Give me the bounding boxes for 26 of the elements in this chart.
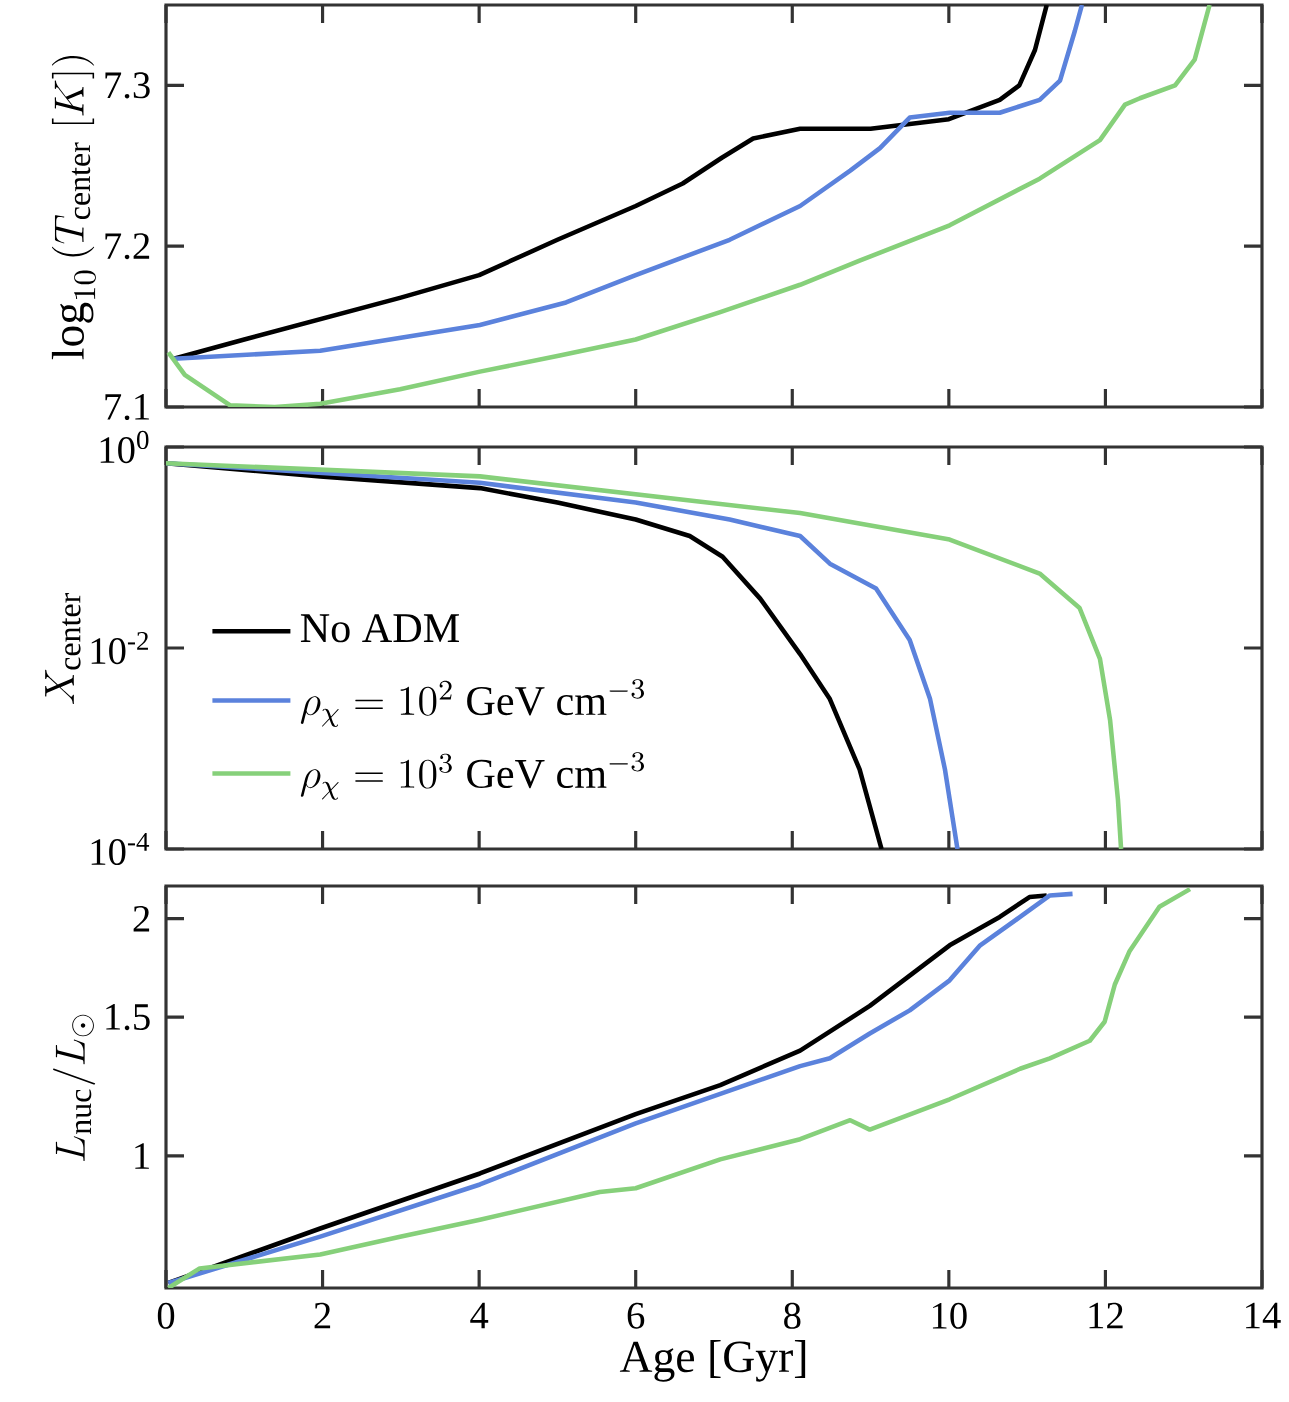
y-tick-label: 10$^{-2}$ <box>91 631 148 665</box>
y-tick-label: 10$^{-4}$ <box>91 832 150 866</box>
y-axis-title: $L_{\rm nuc}/L_{\odot}$ <box>53 1014 96 1161</box>
legend-label: $\rho_\chi = 10^2\ \mathrm{GeV\ cm}^{-3}$ <box>300 679 645 727</box>
x-axis-title: Age [Gyr] <box>619 1340 806 1382</box>
y-tick-label: 7.3 <box>105 72 150 99</box>
y-tick-label: 2 <box>133 905 150 932</box>
x-tick-label: 2 <box>314 1302 331 1329</box>
y-tick-label: 1.5 <box>106 1004 150 1031</box>
y-tick-label: 10$^{0}$ <box>100 430 149 464</box>
y-axis-title: $X_{\rm center}$ <box>45 592 81 705</box>
x-tick-label: 14 <box>1246 1302 1281 1329</box>
line-series <box>166 4 1212 407</box>
x-tick-label: 6 <box>627 1302 645 1329</box>
y-tick-label: 7.2 <box>105 233 150 260</box>
legend-label: $\mathrm{No\ ADM}$ <box>300 614 459 643</box>
legend-label: $\rho_\chi = 10^3\ \mathrm{GeV\ cm}^{-3}$ <box>300 752 645 800</box>
x-tick-label: 8 <box>784 1302 801 1329</box>
y-axis-title: $\log_{10}\left(T_{\rm center}\ [K]\right)$ <box>51 55 96 360</box>
line-series <box>166 460 1124 849</box>
y-tick-label: 7.1 <box>105 393 149 421</box>
x-tick-label: 12 <box>1089 1302 1123 1329</box>
x-tick-label: 4 <box>470 1302 489 1329</box>
x-tick-label: 10 <box>932 1302 967 1329</box>
y-tick-label: 1 <box>135 1143 149 1169</box>
x-tick-label: 0 <box>157 1302 175 1329</box>
